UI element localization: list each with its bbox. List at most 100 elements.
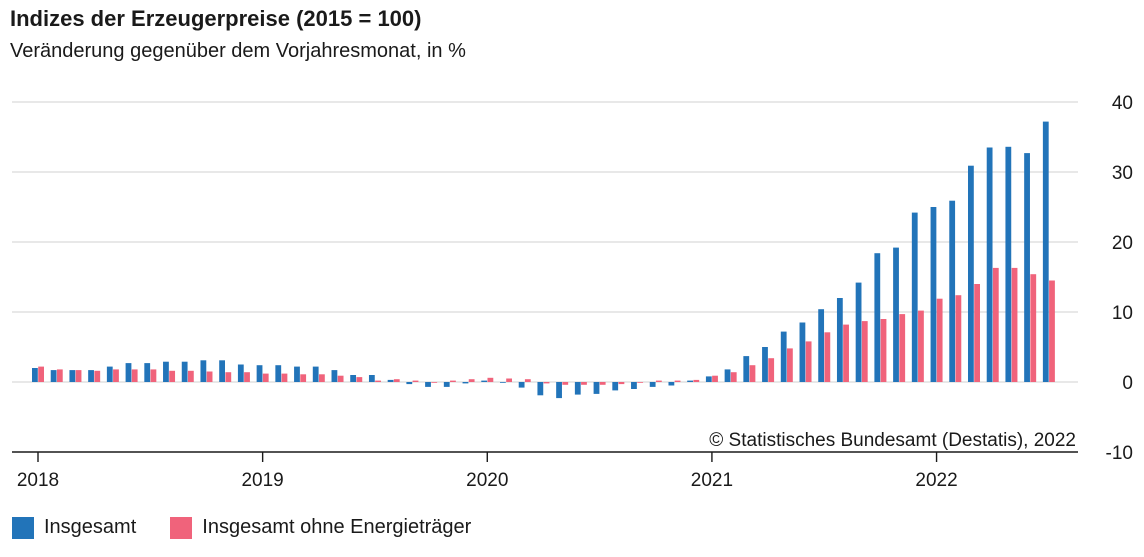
bar-insgesamt	[32, 368, 38, 382]
bar-ohne-energie	[487, 377, 494, 382]
bar-ohne-energie	[637, 382, 644, 383]
bar-ohne-energie	[581, 382, 587, 385]
y-tick-label: 0	[1122, 373, 1133, 394]
bar-insgesamt	[144, 363, 151, 382]
bar-ohne-energie	[618, 382, 625, 385]
bar-ohne-energie	[38, 366, 44, 382]
bar-ohne-energie	[375, 380, 381, 382]
bar-insgesamt	[331, 370, 338, 382]
bar-ohne-energie	[955, 295, 962, 382]
bar-insgesamt	[836, 298, 843, 382]
y-tick-label: 40	[1112, 93, 1133, 114]
bar-ohne-energie	[936, 298, 943, 382]
bar-ohne-energie	[244, 372, 250, 382]
bar-ohne-energie	[674, 380, 681, 382]
bar-ohne-energie	[506, 378, 512, 382]
y-axis-ticks: 40 30 20 10 0 -10	[1106, 93, 1133, 464]
bar-insgesamt	[986, 147, 993, 382]
bar-ohne-energie	[992, 267, 999, 382]
bar-ohne-energie	[768, 358, 775, 382]
bar-ohne-energie	[899, 314, 906, 382]
copyright-group: © Statistisches Bundesamt (Destatis), 20…	[709, 430, 1076, 451]
x-tick-label: 2020	[466, 470, 508, 491]
bar-insgesamt	[893, 247, 899, 382]
bar-insgesamt	[125, 363, 132, 382]
bar-ohne-energie	[431, 382, 438, 383]
chart-area: 40 30 20 10 0 -10 2018 2019 2020 2021 2022 © Stat…	[12, 93, 1133, 491]
bar-ohne-energie	[562, 382, 569, 385]
bar-ohne-energie	[187, 370, 194, 382]
bar-ohne-energie	[150, 369, 157, 382]
bar-ohne-energie	[206, 371, 213, 382]
bar-ohne-energie	[599, 382, 606, 385]
y-tick-label: 20	[1112, 233, 1133, 254]
bar-insgesamt	[387, 379, 394, 382]
bar-insgesamt	[968, 165, 974, 382]
bar-insgesamt	[743, 356, 750, 382]
bar-ohne-energie	[861, 321, 868, 382]
bar-insgesamt	[237, 364, 244, 382]
bar-ohne-energie	[749, 365, 756, 382]
bar-insgesamt	[1005, 146, 1012, 382]
chart-subtitle: Veränderung gegenüber dem Vorjahresmonat…	[10, 40, 466, 62]
bar-insgesamt	[481, 380, 488, 382]
bar-insgesamt	[705, 376, 712, 382]
bar-insgesamt	[88, 370, 94, 382]
bar-insgesamt	[612, 382, 619, 391]
legend-label-ohne-energie: Insgesamt ohne Energieträger	[202, 516, 472, 538]
y-tick-label: 30	[1112, 163, 1133, 184]
bar-insgesamt	[780, 331, 787, 382]
bar-ohne-energie	[393, 379, 400, 382]
bar-ohne-energie	[94, 370, 101, 382]
x-tick-label: 2018	[17, 470, 59, 491]
legend: Insgesamt Insgesamt ohne Energieträger	[12, 516, 505, 539]
bar-insgesamt	[1024, 153, 1030, 382]
bar-insgesamt	[50, 370, 57, 382]
bar-insgesamt	[406, 382, 413, 385]
copyright-text: © Statistisches Bundesamt (Destatis), 20…	[709, 430, 1076, 451]
bar-ohne-energie	[918, 310, 924, 382]
bar-ohne-energie	[75, 370, 82, 382]
bar-insgesamt	[163, 361, 169, 382]
bar-insgesamt	[668, 382, 675, 386]
bar-ohne-energie	[356, 377, 363, 382]
bar-insgesamt	[69, 370, 76, 382]
bar-insgesamt	[106, 366, 113, 382]
bar-ohne-energie	[337, 375, 344, 382]
bar-ohne-energie	[319, 374, 325, 382]
bar-ohne-energie	[131, 369, 138, 382]
bar-insgesamt	[930, 207, 937, 382]
bar-ohne-energie	[543, 382, 550, 384]
bar-insgesamt	[294, 366, 300, 382]
bar-insgesamt	[593, 382, 600, 394]
bar-ohne-energie	[655, 380, 662, 382]
bar-insgesamt	[762, 347, 768, 382]
bar-insgesamt	[649, 382, 656, 387]
bar-ohne-energie	[169, 370, 176, 382]
bar-ohne-energie	[468, 379, 475, 382]
bar-ohne-energie	[1011, 267, 1018, 382]
bar-ohne-energie	[113, 369, 119, 382]
bar-insgesamt	[724, 369, 731, 382]
legend-label-insgesamt: Insgesamt	[44, 516, 137, 538]
x-tick-label: 2019	[241, 470, 283, 491]
bar-insgesamt	[949, 200, 956, 382]
bar-ohne-energie	[56, 369, 63, 382]
bar-insgesamt	[556, 382, 562, 399]
bar-ohne-energie	[262, 373, 269, 382]
bar-insgesamt	[425, 382, 431, 387]
bar-ohne-energie	[805, 341, 812, 382]
bar-ohne-energie	[787, 348, 793, 382]
bar-insgesamt	[368, 375, 375, 382]
bar-insgesamt	[799, 322, 806, 382]
bar-insgesamt	[219, 360, 225, 382]
bar-insgesamt	[818, 309, 825, 382]
bar-ohne-energie	[225, 372, 232, 382]
bar-insgesamt	[911, 212, 918, 382]
x-tick-label: 2021	[691, 470, 733, 491]
y-tick-label: 10	[1112, 303, 1133, 324]
bar-insgesamt	[462, 382, 469, 384]
bar-ohne-energie	[974, 284, 980, 382]
bar-insgesamt	[537, 382, 544, 396]
bar-insgesamt	[500, 382, 506, 383]
